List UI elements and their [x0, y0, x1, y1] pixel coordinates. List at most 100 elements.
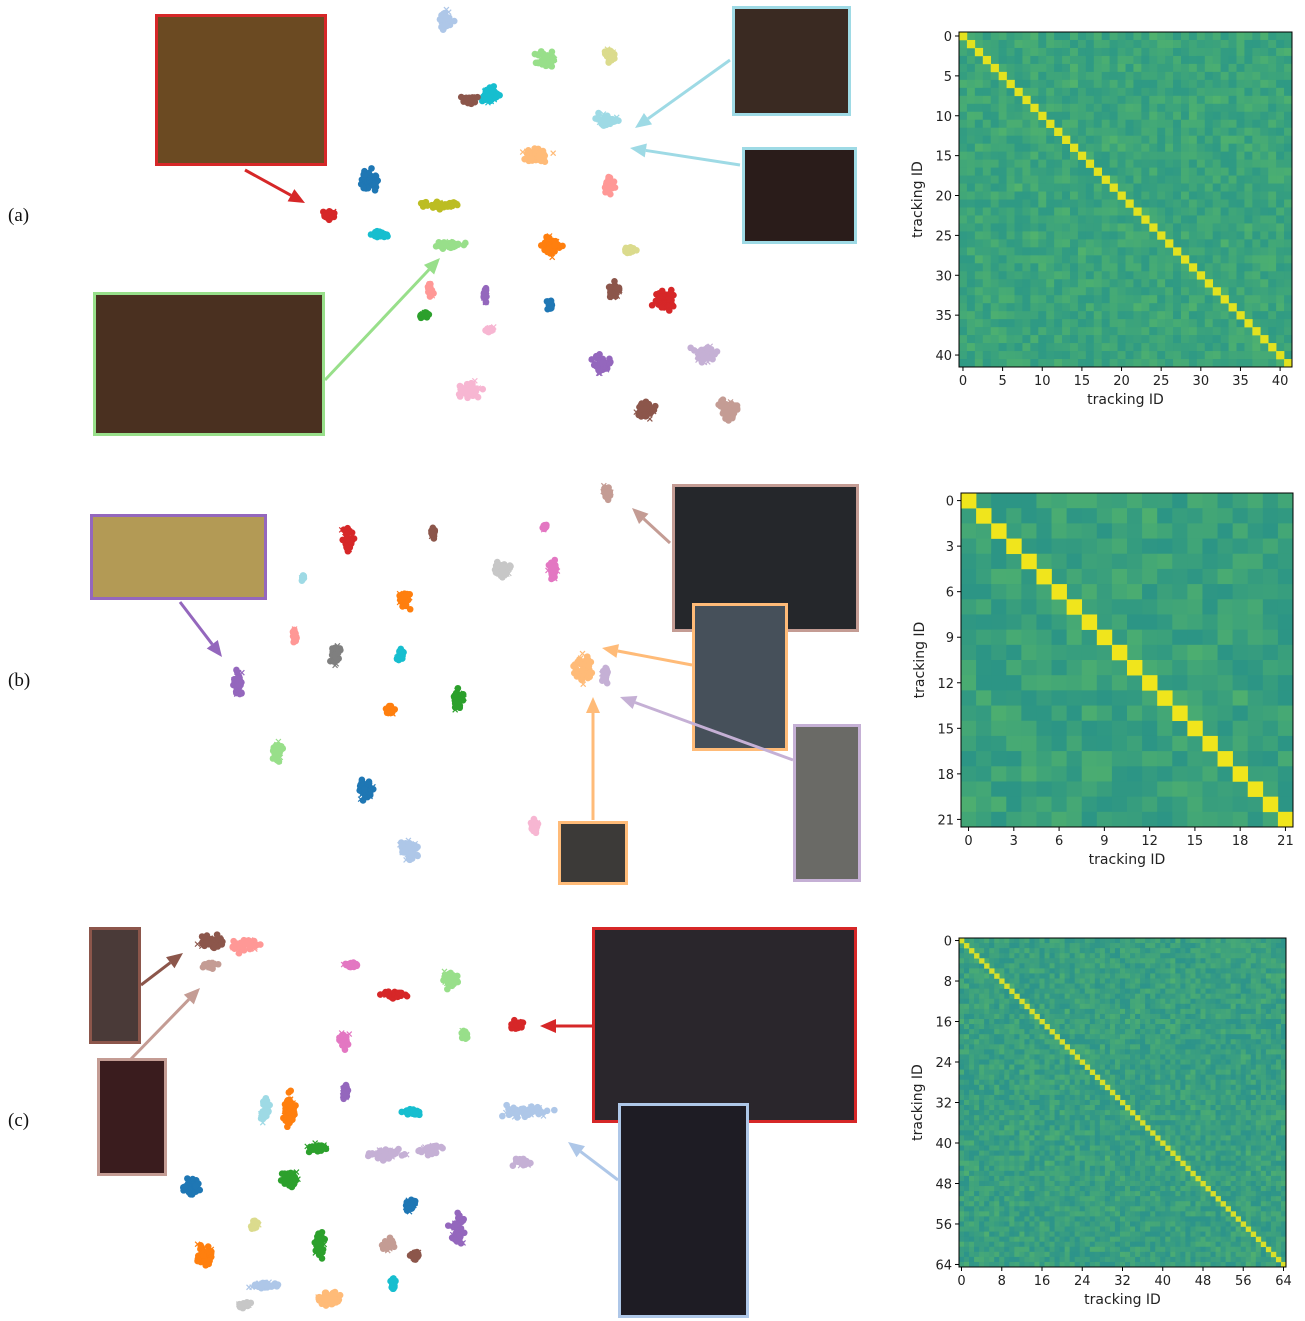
heatmap-cell [959, 176, 967, 184]
heatmap-cell [1189, 120, 1197, 128]
cluster-point [323, 212, 330, 219]
heatmap-cell [1149, 48, 1157, 56]
heatmap-cell [1157, 184, 1165, 192]
heatmap-cell [1118, 168, 1126, 176]
heatmap-cell [1157, 200, 1165, 208]
heatmap-cell [1276, 32, 1284, 40]
heatmap-cell [1038, 48, 1046, 56]
cluster-point [426, 311, 433, 318]
heatmap-cell [1181, 295, 1189, 303]
heatmap-cell [975, 128, 983, 136]
cluster-point [299, 574, 306, 581]
heatmap-cell [1197, 287, 1205, 295]
heatmap-cell [1260, 56, 1268, 64]
heatmap-cell [1181, 247, 1189, 255]
heatmap-cell [1181, 223, 1189, 231]
heatmap-cell [991, 56, 999, 64]
heatmap-cell [1149, 144, 1157, 152]
heatmap-cell [1102, 184, 1110, 192]
heatmap-cell [959, 295, 967, 303]
heatmap-cell [975, 271, 983, 279]
heatmap-cell [1268, 168, 1276, 176]
heatmap-cell [1015, 295, 1023, 303]
heatmap-cell [1141, 32, 1149, 40]
heatmap-cell [967, 184, 975, 192]
heatmap-cell [1046, 279, 1054, 287]
heatmap-cell [1221, 184, 1229, 192]
cluster-point [415, 1148, 422, 1155]
heatmap-cell [1213, 176, 1221, 184]
heatmap-cell [1086, 120, 1094, 128]
heatmap-cell [1110, 311, 1118, 319]
heatmap-cell [1181, 215, 1189, 223]
heatmap-cell [1260, 136, 1268, 144]
heatmap-cell [1078, 144, 1086, 152]
cluster-point [451, 1223, 458, 1230]
heatmap-cell [991, 176, 999, 184]
heatmap-cell [1141, 40, 1149, 48]
heatmap-cell [1133, 152, 1141, 160]
heatmap-cell [1213, 215, 1221, 223]
heatmap-cell [1268, 231, 1276, 239]
heatmap-cell [1126, 192, 1134, 200]
heatmap-cell [1070, 351, 1078, 359]
heatmap-cell [975, 72, 983, 80]
heatmap-cell [1102, 247, 1110, 255]
heatmap-cell [1260, 152, 1268, 160]
heatmap-cell [1054, 255, 1062, 263]
heatmap-cell [1046, 128, 1054, 136]
heatmap-cell [1189, 319, 1197, 327]
heatmap-cell [1141, 136, 1149, 144]
heatmap-cell [1205, 192, 1213, 200]
heatmap-cell [1244, 207, 1252, 215]
heatmap-cell [1165, 207, 1173, 215]
heatmap-cell [959, 80, 967, 88]
cluster-point [425, 285, 432, 292]
heatmap-cell [1237, 152, 1245, 160]
heatmap-cell [1237, 136, 1245, 144]
heatmap-cell [1141, 327, 1149, 335]
cluster-point [404, 1108, 411, 1115]
heatmap-cell [1094, 351, 1102, 359]
heatmap-cell [983, 335, 991, 343]
heatmap-cell [1133, 359, 1141, 367]
heatmap-cell [1062, 319, 1070, 327]
heatmap-cell [1229, 239, 1237, 247]
heatmap-cell [1126, 64, 1134, 72]
heatmap-cell [1094, 176, 1102, 184]
heatmap-cell [1133, 335, 1141, 343]
heatmap-cell [983, 223, 991, 231]
heatmap-cell [1173, 40, 1181, 48]
heatmap-cell [1062, 200, 1070, 208]
heatmap-cell [1046, 176, 1054, 184]
heatmap-cell [1086, 327, 1094, 335]
heatmap-cell [1197, 88, 1205, 96]
cluster-point [695, 349, 702, 356]
cluster-point [340, 1032, 347, 1039]
heatmap-cell [967, 136, 975, 144]
cluster-point [455, 241, 462, 248]
heatmap-cell [1197, 184, 1205, 192]
heatmap-cell [1268, 351, 1276, 359]
heatmap-cell [1007, 255, 1015, 263]
cluster-point [195, 1256, 202, 1263]
heatmap-cell [1022, 176, 1030, 184]
heatmap-cell [1141, 88, 1149, 96]
cluster-point [406, 840, 413, 847]
heatmap-cell [1276, 56, 1284, 64]
heatmap-cell [1244, 40, 1252, 48]
heatmap-cell [1213, 112, 1221, 120]
heatmap-cell [1252, 144, 1260, 152]
heatmap-cell [1133, 72, 1141, 80]
heatmap-cell [1022, 112, 1030, 120]
heatmap-cell [999, 279, 1007, 287]
heatmap-cell [1126, 144, 1134, 152]
heatmap-cell [1221, 32, 1229, 40]
heatmap-cell [1022, 207, 1030, 215]
heatmap-cell [1054, 88, 1062, 96]
heatmap-cell [1205, 207, 1213, 215]
heatmap-cell [1070, 112, 1078, 120]
heatmap-cell [1062, 32, 1070, 40]
heatmap-cell [1126, 184, 1134, 192]
heatmap-cell [1118, 64, 1126, 72]
